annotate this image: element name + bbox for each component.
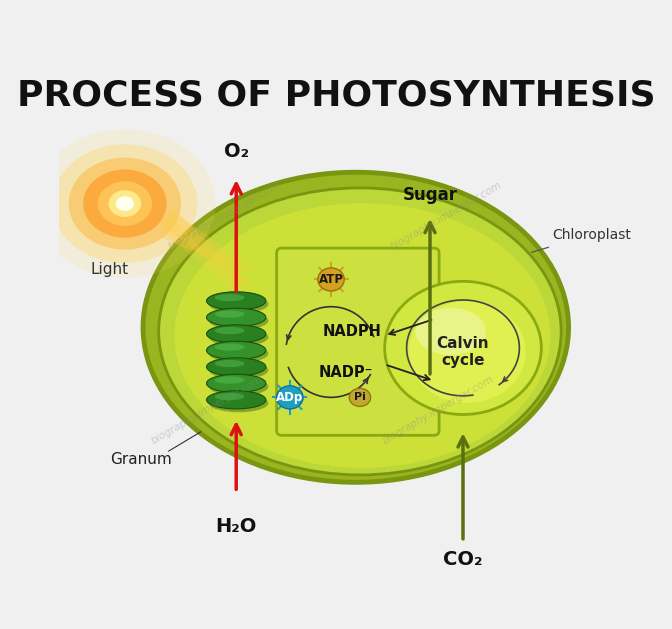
Ellipse shape [215, 393, 245, 400]
Ellipse shape [109, 190, 141, 217]
Ellipse shape [215, 376, 245, 384]
Ellipse shape [209, 361, 268, 379]
Text: biography.impergar.com: biography.impergar.com [150, 374, 265, 446]
Ellipse shape [209, 394, 268, 412]
Text: ADp: ADp [276, 391, 304, 404]
Ellipse shape [215, 294, 245, 301]
FancyBboxPatch shape [277, 248, 439, 435]
Ellipse shape [209, 377, 268, 396]
Ellipse shape [206, 374, 266, 392]
Ellipse shape [409, 301, 526, 403]
Text: Light: Light [91, 262, 129, 277]
Ellipse shape [215, 360, 245, 367]
Ellipse shape [206, 325, 266, 343]
Text: CO₂: CO₂ [444, 550, 482, 569]
Text: ATP: ATP [319, 273, 343, 286]
Ellipse shape [69, 158, 181, 250]
Text: NADP⁻: NADP⁻ [319, 365, 373, 380]
Ellipse shape [215, 343, 245, 351]
Polygon shape [159, 208, 251, 289]
Text: Granum: Granum [110, 452, 172, 467]
Ellipse shape [318, 268, 344, 291]
Text: NADPH: NADPH [323, 324, 381, 339]
Ellipse shape [209, 311, 268, 330]
Text: PROCESS OF PHOTOSYNTHESIS: PROCESS OF PHOTOSYNTHESIS [17, 78, 655, 112]
Ellipse shape [206, 342, 266, 359]
Ellipse shape [206, 391, 266, 409]
Ellipse shape [206, 358, 266, 376]
Text: biography.impergar.com: biography.impergar.com [167, 180, 282, 252]
Text: Sugar: Sugar [403, 186, 458, 204]
Ellipse shape [215, 311, 245, 318]
Text: Pi: Pi [354, 392, 366, 403]
Ellipse shape [209, 345, 268, 363]
Ellipse shape [143, 172, 569, 482]
Ellipse shape [277, 386, 303, 409]
Ellipse shape [83, 169, 167, 238]
Ellipse shape [174, 203, 550, 468]
Text: biography.impergar.com: biography.impergar.com [389, 180, 504, 252]
Ellipse shape [159, 188, 561, 475]
Ellipse shape [206, 292, 266, 310]
Ellipse shape [215, 327, 245, 334]
Ellipse shape [34, 130, 216, 278]
Text: H₂O: H₂O [216, 517, 257, 536]
Ellipse shape [349, 388, 371, 406]
Text: O₂: O₂ [224, 142, 249, 160]
Ellipse shape [116, 196, 134, 211]
Ellipse shape [209, 295, 268, 313]
Text: biography.impergar.com: biography.impergar.com [381, 374, 496, 446]
Ellipse shape [415, 308, 486, 355]
Ellipse shape [384, 281, 542, 415]
Text: Calvin
cycle: Calvin cycle [437, 336, 489, 368]
Text: Chloroplast: Chloroplast [552, 228, 631, 242]
Ellipse shape [52, 144, 198, 263]
Ellipse shape [206, 308, 266, 326]
Polygon shape [165, 222, 250, 300]
Polygon shape [159, 211, 251, 274]
Ellipse shape [97, 181, 152, 226]
Ellipse shape [209, 328, 268, 346]
